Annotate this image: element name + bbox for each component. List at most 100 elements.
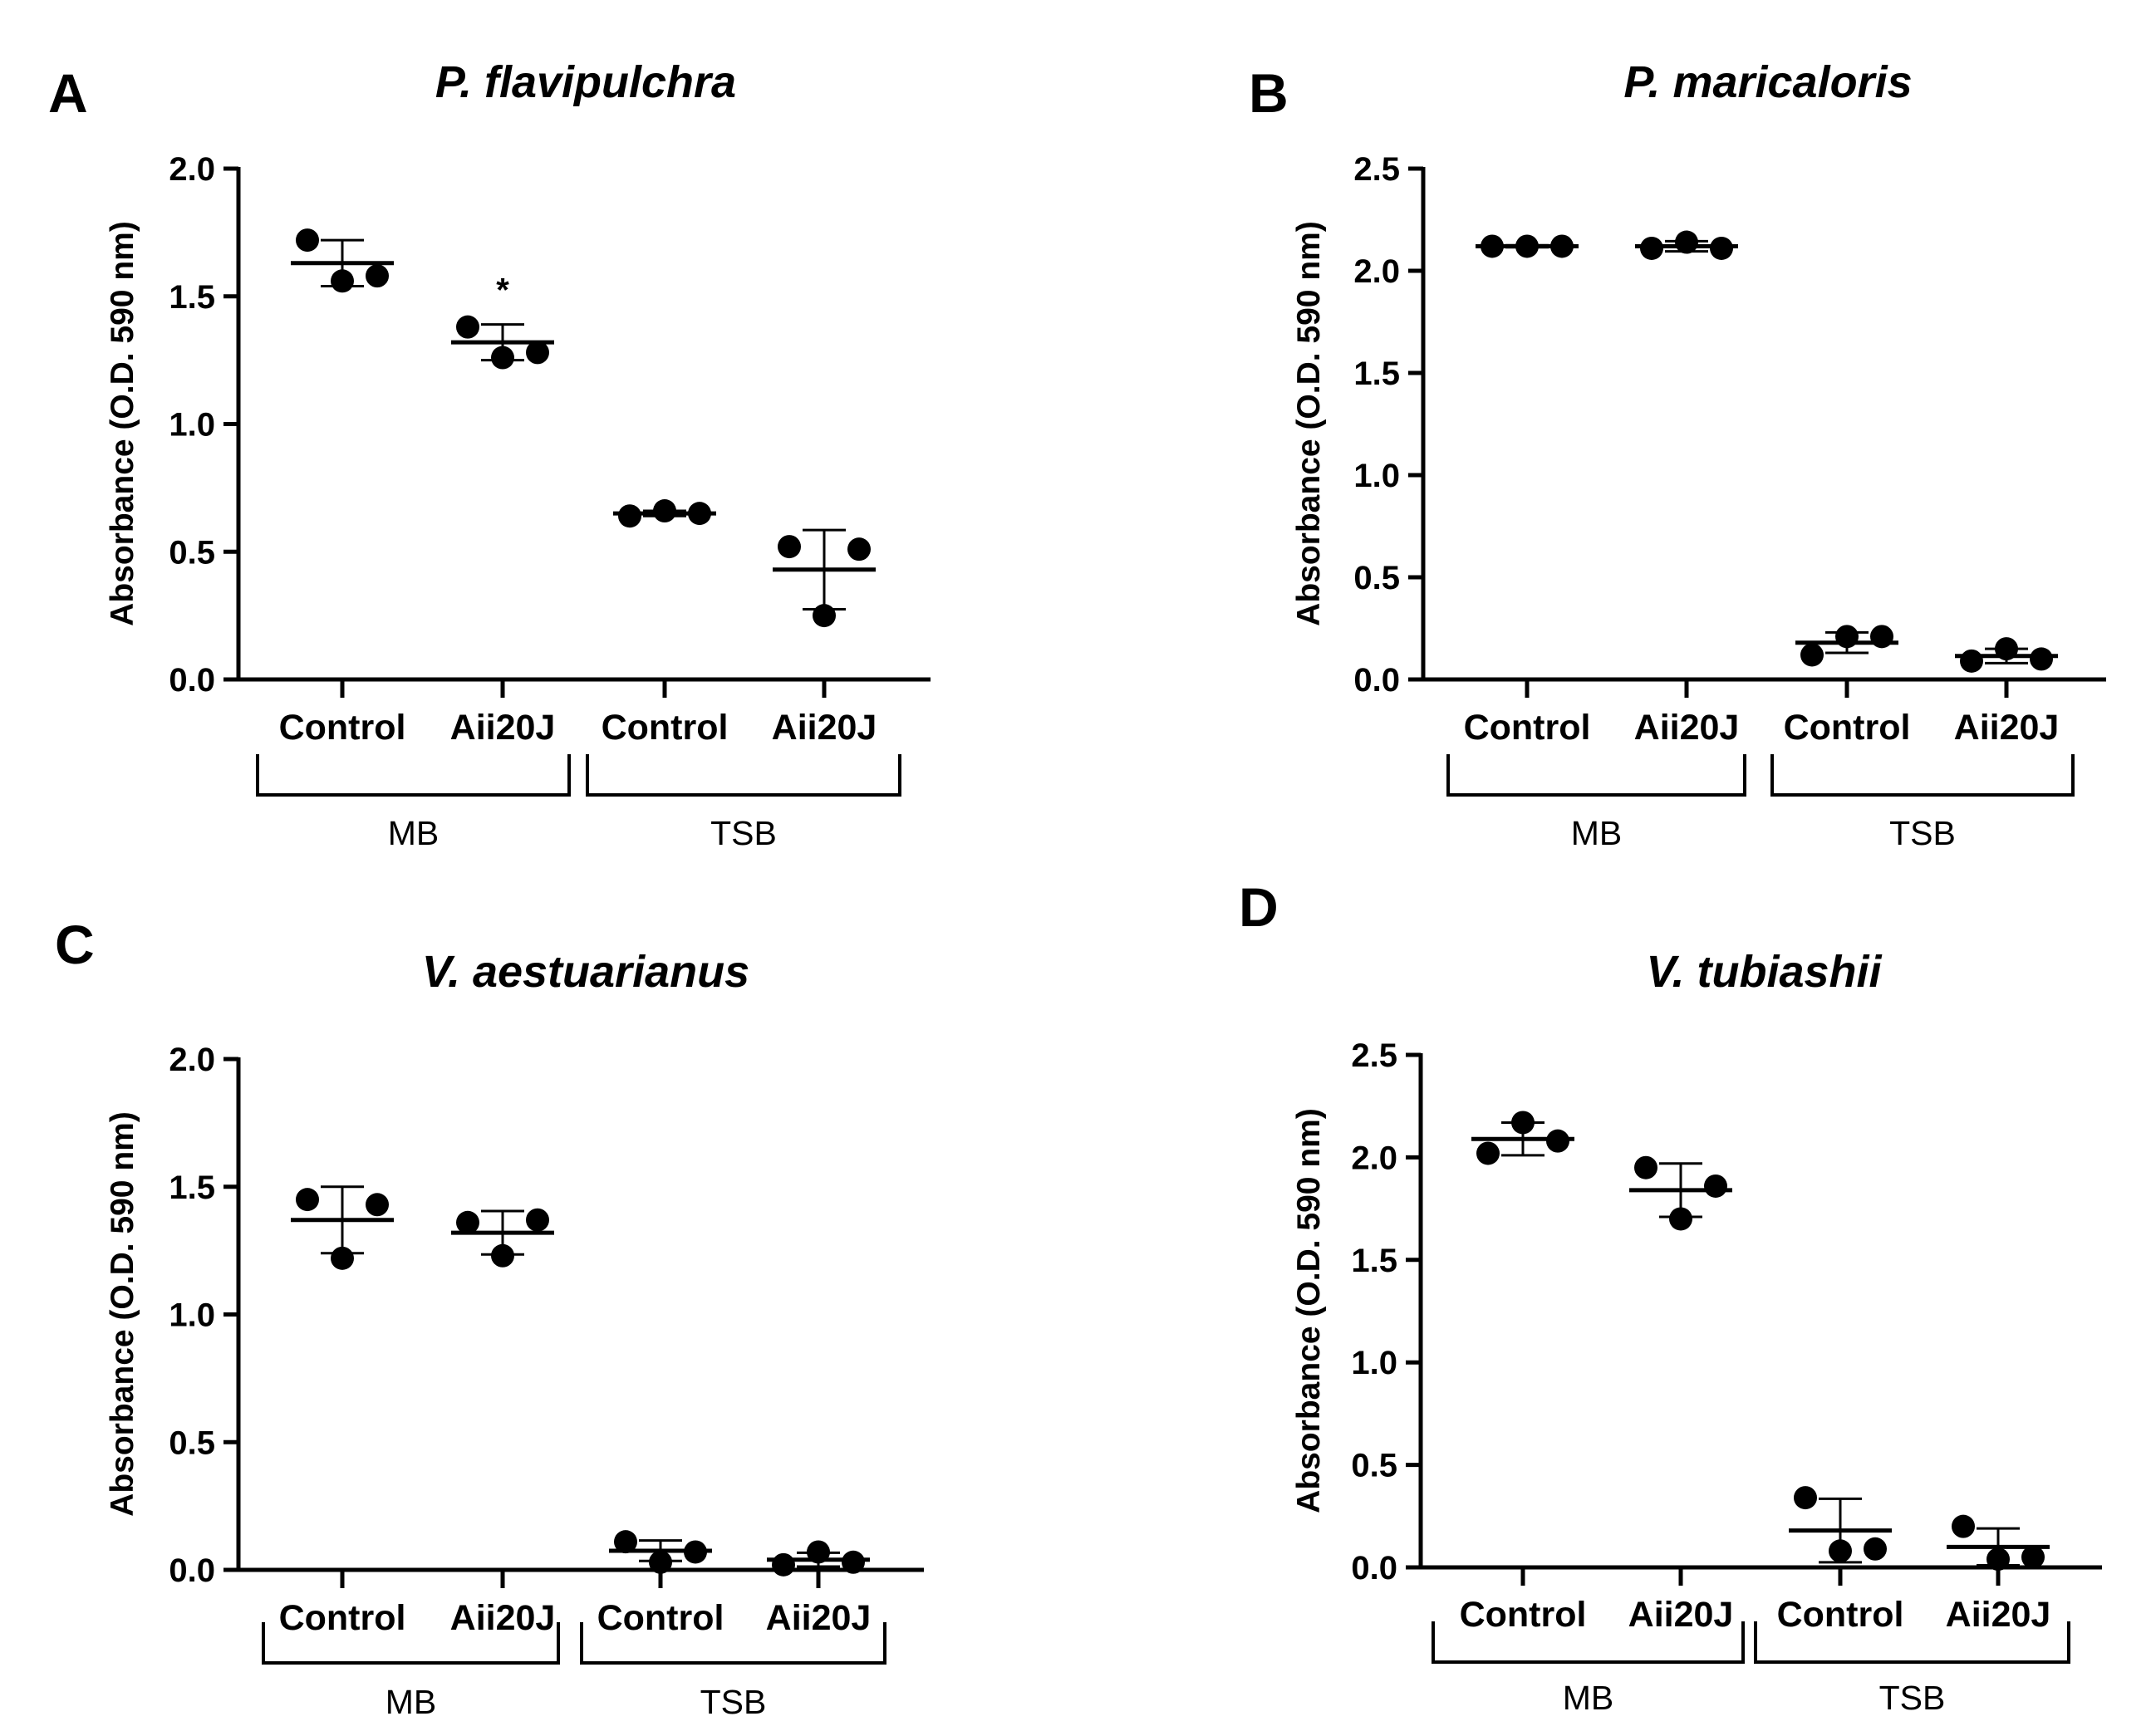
group-bracket (1754, 1621, 2070, 1664)
data-point (1960, 649, 1983, 673)
data-point (331, 269, 354, 293)
group-label: TSB (1879, 1679, 1946, 1717)
x-tick-label: Control (279, 1598, 406, 1638)
data-point (1835, 625, 1859, 649)
data-point (526, 1208, 549, 1232)
panel-letter: B (1249, 62, 1289, 124)
panel-letter: D (1239, 876, 1279, 938)
x-tick-label: Control (1464, 708, 1591, 748)
y-tick-label: 1.0 (169, 1297, 215, 1334)
x-tick-label: Control (1460, 1595, 1587, 1635)
data-point (366, 264, 389, 288)
data-point (1704, 1174, 1727, 1198)
y-tick-label: 1.0 (1351, 1345, 1397, 1381)
data-point (684, 1540, 707, 1564)
y-tick-label: 1.5 (169, 1170, 215, 1206)
group-bracket (256, 754, 571, 797)
x-tick-label: Control (602, 708, 729, 748)
data-point (366, 1193, 389, 1217)
group-bracket (580, 1622, 886, 1665)
y-tick-label: 0.5 (1353, 560, 1400, 596)
x-tick-label: Control (1777, 1595, 1904, 1635)
data-point (1864, 1537, 1887, 1561)
y-tick-label: 0.0 (1351, 1550, 1397, 1586)
group-bracket (1770, 754, 2075, 797)
data-point (1476, 1141, 1500, 1165)
y-tick-label: 2.0 (169, 1042, 215, 1078)
group-label: TSB (700, 1683, 767, 1721)
data-point (1550, 234, 1574, 258)
group-label: MB (1571, 814, 1623, 852)
y-tick-label: 0.0 (169, 1552, 215, 1589)
group-label: MB (1563, 1679, 1614, 1717)
data-point (331, 1246, 354, 1270)
data-point (2021, 1545, 2045, 1569)
panel-letter: A (48, 62, 88, 124)
chart-title: V. tubiashii (1646, 947, 1882, 997)
data-point (1481, 234, 1504, 258)
group-label: TSB (1889, 814, 1956, 852)
y-tick-label: 1.0 (169, 407, 215, 444)
data-point (1640, 236, 1663, 260)
data-point (1870, 625, 1893, 649)
data-point (296, 228, 319, 253)
y-tick-label: 0.0 (169, 662, 215, 699)
data-point (1952, 1514, 1975, 1538)
y-axis-label: Absorbance (O.D. 590 nm) (1291, 1108, 1327, 1513)
data-point (526, 341, 549, 365)
group-bracket (586, 754, 901, 797)
data-point (1669, 1207, 1692, 1231)
y-tick-label: 2.0 (1351, 1140, 1397, 1176)
data-point (688, 502, 711, 526)
group-bracket (262, 1622, 560, 1665)
x-tick-label: Aii20J (1628, 1595, 1734, 1635)
data-point (1995, 637, 2018, 661)
panel-letter: C (55, 914, 95, 975)
x-tick-label: Control (1784, 708, 1911, 748)
data-point (1546, 1129, 1569, 1153)
x-tick-label: Control (279, 708, 406, 748)
data-point (456, 1210, 479, 1234)
data-point (296, 1188, 319, 1212)
data-point (1710, 236, 1733, 260)
y-tick-label: 0.0 (1353, 662, 1400, 699)
x-tick-label: Control (597, 1598, 724, 1638)
data-point (807, 1540, 830, 1564)
y-tick-label: 1.5 (1351, 1243, 1397, 1279)
group-bracket (1446, 754, 1746, 797)
data-point (847, 537, 871, 562)
data-point (456, 315, 479, 339)
data-point (614, 1530, 637, 1554)
data-point (1511, 1111, 1535, 1135)
chart-title: P. flavipulchra (435, 57, 736, 107)
group-bracket (1432, 1621, 1745, 1664)
data-point (491, 346, 514, 370)
y-axis-label: Absorbance (O.D. 590 nm) (105, 1111, 140, 1517)
data-point (1829, 1539, 1852, 1563)
data-point (842, 1550, 865, 1574)
data-point (1675, 230, 1698, 254)
y-tick-label: 2.5 (1353, 151, 1400, 188)
chart-title: V. aestuarianus (422, 947, 749, 997)
y-axis-label: Absorbance (O.D. 590 nm) (1291, 221, 1327, 626)
chart-title: P. maricaloris (1623, 57, 1912, 107)
x-tick-label: Aii20J (766, 1598, 872, 1638)
x-tick-label: Aii20J (772, 708, 877, 748)
data-point (772, 1552, 795, 1577)
data-point (1800, 643, 1824, 667)
data-point (491, 1243, 514, 1268)
data-point (618, 504, 641, 528)
y-tick-label: 2.0 (169, 151, 215, 188)
group-label: MB (388, 814, 440, 852)
group-label: MB (386, 1683, 437, 1721)
y-tick-label: 1.5 (1353, 356, 1400, 392)
x-tick-label: Aii20J (1954, 708, 2060, 748)
chart-panel-a: A P. flavipulchra Absorbance (O.D. 590 nm)… (48, 57, 931, 852)
x-tick-label: Aii20J (1634, 708, 1740, 748)
y-axis-label: Absorbance (O.D. 590 nm) (105, 221, 140, 626)
chart-panel-d: D V. tubiashii Absorbance (O.D. 590 nm) 0.0… (1239, 876, 2102, 1717)
y-tick-label: 2.5 (1351, 1037, 1397, 1074)
y-tick-label: 0.5 (169, 534, 215, 571)
chart-panel-c: C V. aestuarianus Absorbance (O.D. 590 nm)… (55, 914, 924, 1721)
